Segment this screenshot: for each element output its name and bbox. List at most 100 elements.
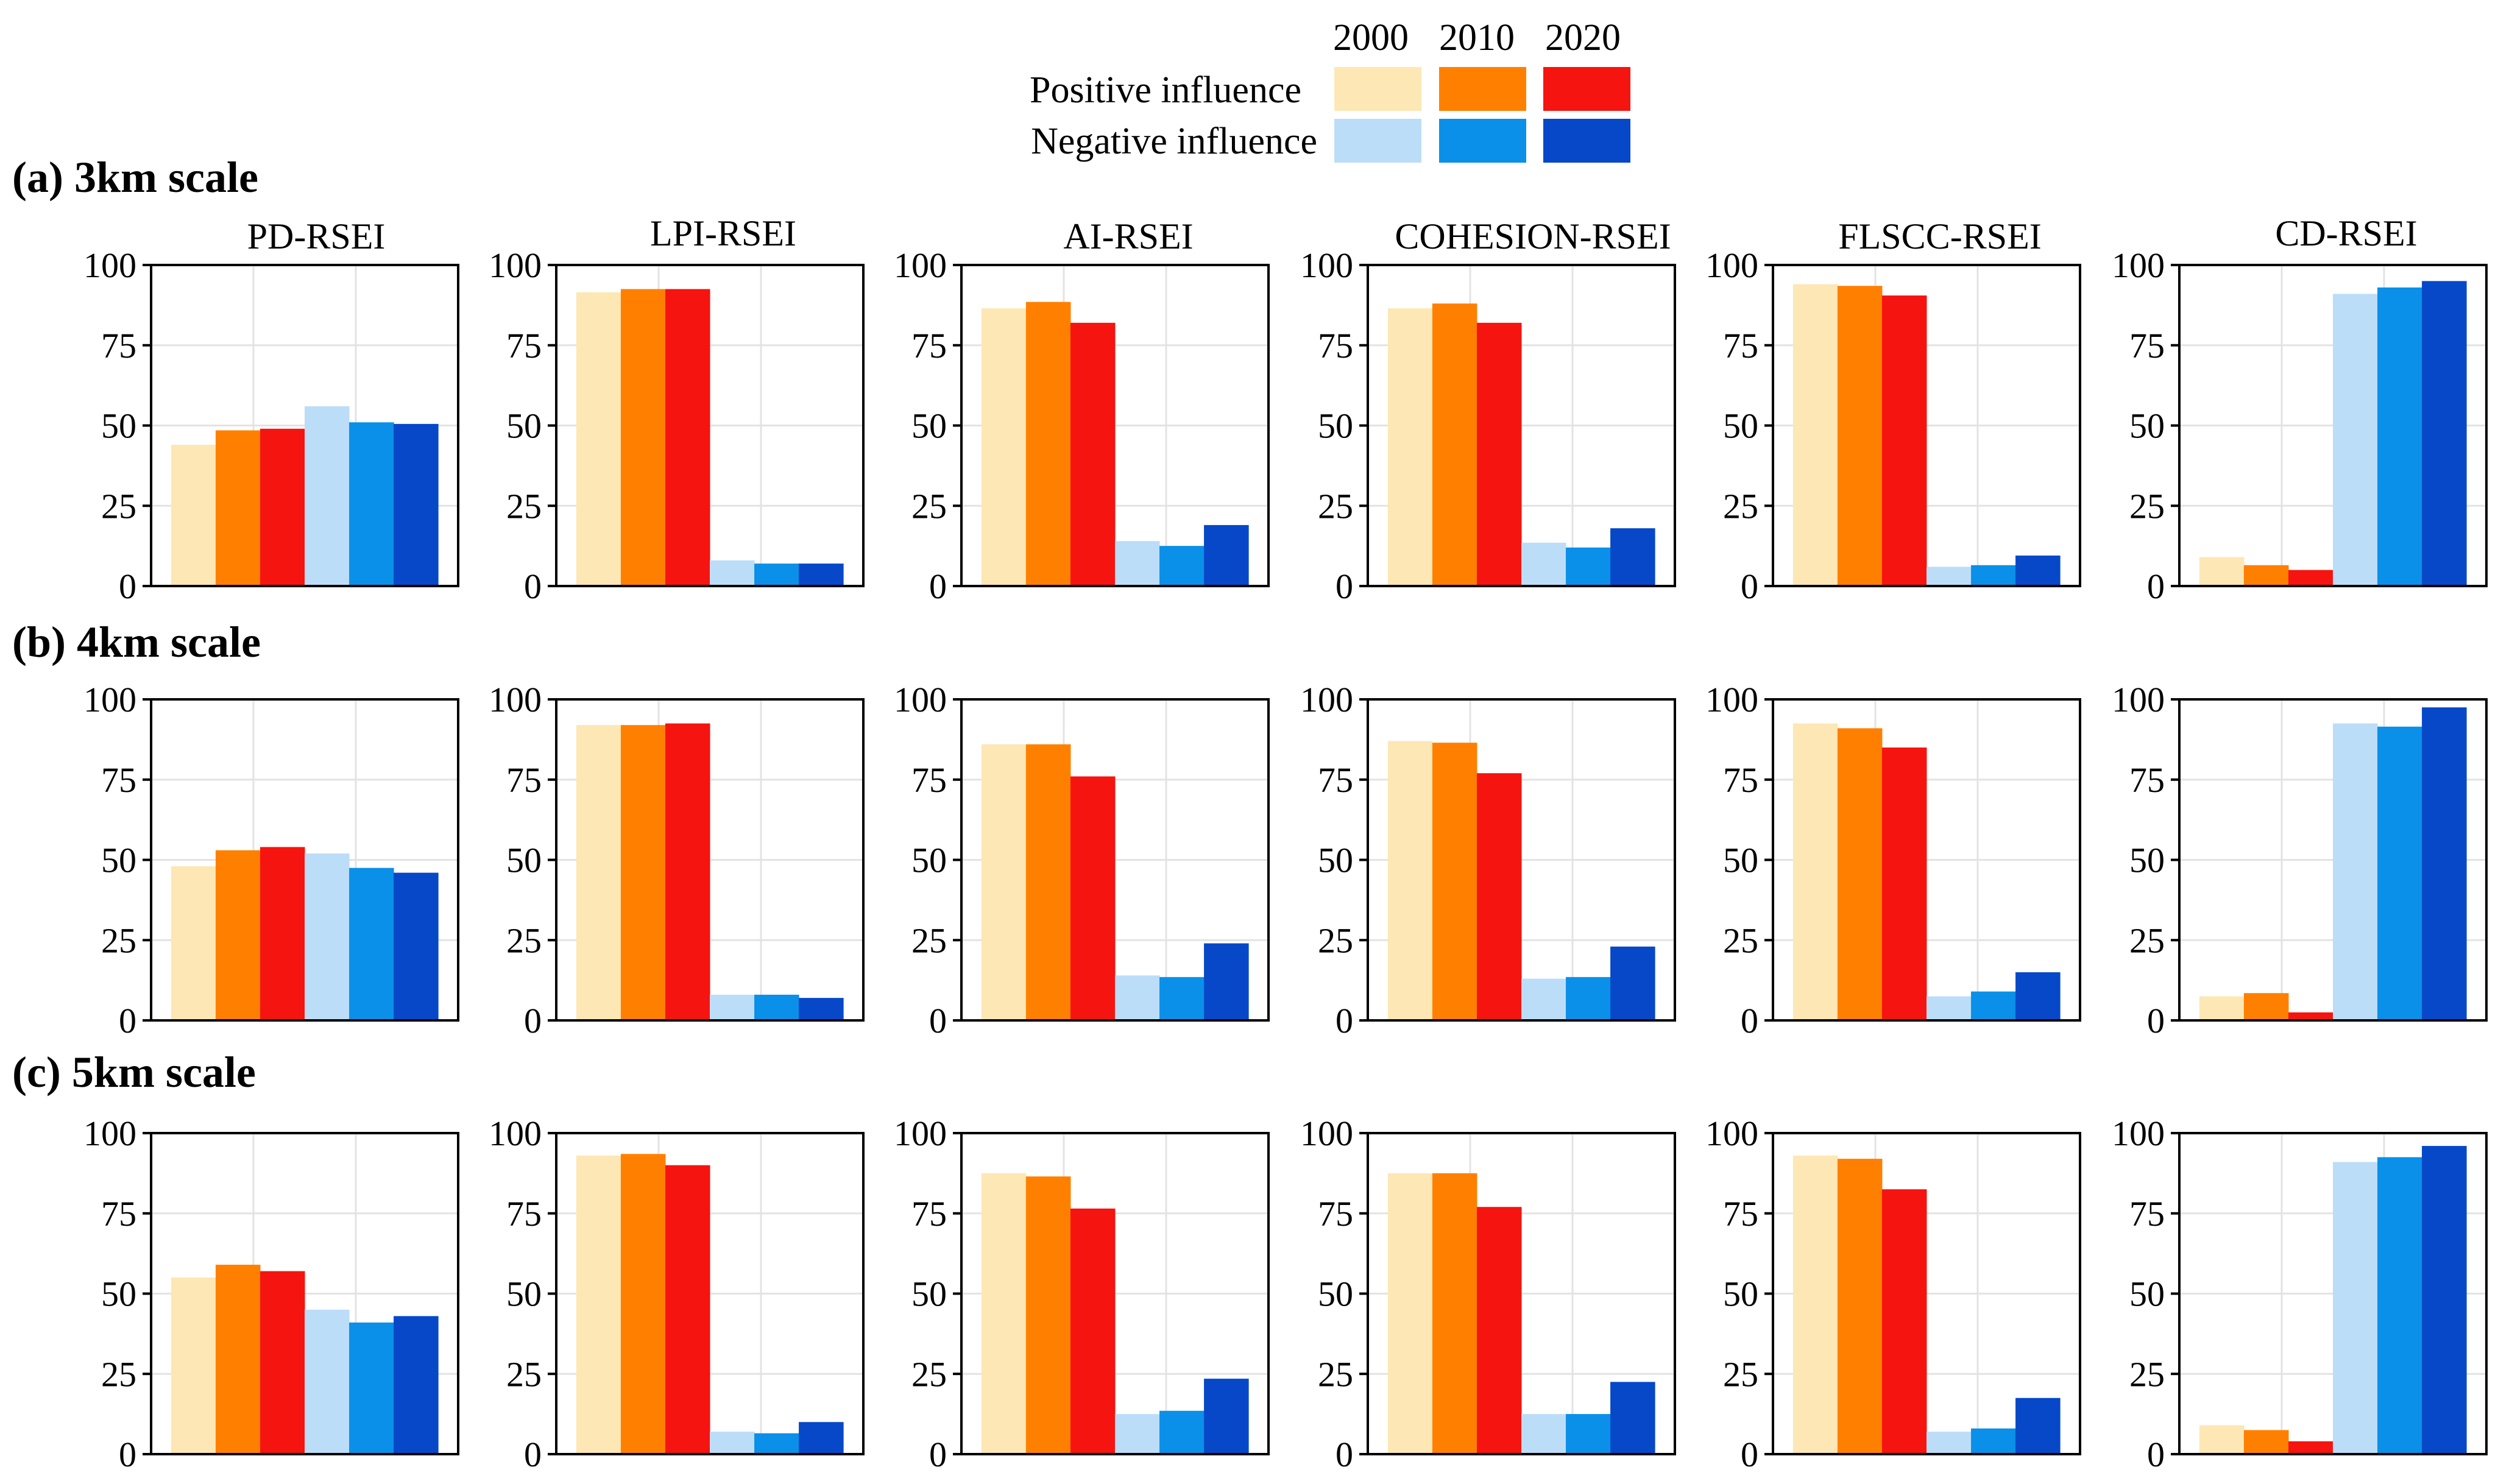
y-tick-label: 75 — [101, 760, 136, 800]
bar — [2288, 570, 2333, 586]
y-tick-label: 0 — [1741, 1001, 1758, 1041]
bar — [1115, 975, 1160, 1020]
panel-title-flscc: FLSCC-RSEI — [1838, 216, 2041, 256]
bar — [349, 422, 394, 586]
y-tick-label: 50 — [506, 1274, 542, 1314]
bar — [754, 1433, 799, 1454]
panel-3-4: 0 25 50 75 100 — [1300, 1114, 1676, 1474]
y-tick-label: 50 — [911, 841, 947, 880]
y-tick-label: 25 — [101, 920, 136, 960]
bar — [981, 1173, 1027, 1454]
y-tick-label: 25 — [911, 920, 947, 960]
y-tick-label: 25 — [1723, 486, 1758, 526]
bar — [2015, 1397, 2061, 1454]
bar — [2288, 1441, 2333, 1454]
y-tick-label: 25 — [2129, 486, 2165, 526]
bar — [1971, 991, 2016, 1020]
bar — [665, 723, 710, 1020]
y-tick-label: 50 — [1723, 1274, 1758, 1314]
bar — [1881, 1189, 1927, 1454]
bar — [1792, 284, 1838, 586]
y-tick-label: 25 — [911, 1354, 947, 1394]
bar — [305, 1309, 350, 1454]
y-tick-label: 100 — [1300, 246, 1353, 285]
y-tick-label: 75 — [2129, 1194, 2165, 1234]
y-tick-label: 50 — [506, 841, 542, 880]
panel-1-6: 0 25 50 75 100 — [2112, 246, 2488, 606]
bar — [799, 1422, 844, 1454]
bar — [1837, 1159, 1883, 1454]
panel-title-pd: PD-RSEI — [247, 216, 386, 256]
bar — [2243, 993, 2289, 1020]
bar — [799, 998, 844, 1020]
bar — [2333, 1162, 2378, 1454]
panel-1-3: 0 25 50 75 100 — [894, 246, 1270, 606]
y-tick-label: 25 — [506, 1354, 542, 1394]
bar — [665, 289, 710, 586]
y-tick-label: 25 — [1318, 1354, 1353, 1394]
bar — [1070, 776, 1116, 1020]
y-tick-label: 0 — [929, 567, 947, 606]
panel-1-4: 0 25 50 75 100 — [1300, 246, 1676, 606]
y-tick-label: 0 — [2147, 1435, 2165, 1474]
bar — [2377, 726, 2422, 1020]
bar — [754, 564, 799, 586]
bar — [2243, 565, 2289, 586]
bar — [305, 406, 350, 586]
panel-3-3: 0 25 50 75 100 — [894, 1114, 1270, 1474]
panel-title-cohesion: COHESION-RSEI — [1395, 216, 1671, 256]
bar — [394, 1316, 439, 1454]
y-tick-label: 75 — [911, 326, 947, 366]
bar — [1025, 1176, 1071, 1454]
bar — [1521, 978, 1566, 1020]
bar — [1204, 1379, 1249, 1454]
y-tick-label: 0 — [1336, 1435, 1353, 1474]
y-tick-label: 0 — [2147, 567, 2165, 606]
y-tick-label: 100 — [489, 680, 542, 719]
bar — [1387, 1173, 1433, 1454]
panel-2-2: 0 25 50 75 100 — [489, 680, 865, 1041]
y-tick-label: 75 — [911, 760, 947, 800]
bar — [1025, 302, 1071, 586]
bar — [1476, 773, 1522, 1020]
panel-title-cd: CD-RSEI — [2275, 213, 2417, 253]
y-tick-label: 100 — [83, 246, 136, 285]
bar — [1204, 525, 1249, 586]
y-tick-label: 100 — [2112, 680, 2165, 719]
bar — [2288, 1012, 2333, 1020]
bar — [2333, 294, 2378, 586]
y-tick-label: 100 — [894, 680, 947, 719]
bar — [1926, 996, 1972, 1020]
y-tick-label: 0 — [119, 1435, 136, 1474]
row-title-3km: (a) 3km scale — [12, 153, 258, 202]
y-tick-label: 75 — [1723, 1194, 1758, 1234]
bar — [1566, 547, 1611, 586]
bar — [1476, 322, 1522, 586]
bar — [2015, 972, 2061, 1020]
bar — [1025, 744, 1071, 1020]
bar — [1159, 1410, 1205, 1454]
panel-1-1: 0 25 50 75 100 — [83, 246, 459, 606]
bar — [171, 445, 216, 586]
y-tick-label: 50 — [506, 406, 542, 446]
y-tick-label: 25 — [1318, 486, 1353, 526]
bar — [1926, 1432, 1972, 1454]
bar — [2333, 723, 2378, 1020]
bar — [1521, 1414, 1566, 1454]
bar — [260, 847, 305, 1020]
y-tick-label: 50 — [1318, 406, 1353, 446]
bar — [1070, 322, 1116, 586]
legend-negative-label: Negative influence — [1031, 121, 1317, 162]
bar — [1432, 1173, 1477, 1454]
y-tick-label: 100 — [1300, 1114, 1353, 1153]
bar — [2377, 287, 2422, 586]
legend-swatch-negative-2000 — [1334, 119, 1421, 163]
y-tick-label: 25 — [2129, 920, 2165, 960]
panel-1-5: 0 25 50 75 100 — [1705, 246, 2081, 606]
panel-2-4: 0 25 50 75 100 — [1300, 680, 1676, 1041]
y-tick-label: 75 — [2129, 760, 2165, 800]
y-tick-label: 75 — [1318, 1194, 1353, 1234]
y-tick-label: 75 — [2129, 326, 2165, 366]
legend-swatch-negative-2020 — [1543, 119, 1630, 163]
